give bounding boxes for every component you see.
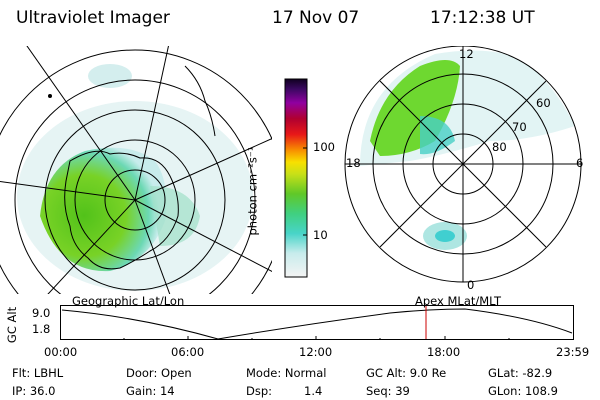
x-tick-1800: 18:00 [427, 345, 461, 359]
mlt-label-12: 12 [459, 47, 474, 61]
instrument-title: Ultraviolet Imager [16, 8, 170, 28]
geographic-polar-plot [0, 46, 272, 294]
glon-info: GLon: 108.9 [488, 384, 558, 398]
apex-label: Apex MLat/MLT [415, 294, 502, 308]
x-tick-0000: 00:00 [44, 345, 78, 359]
gain-info: Gain: 14 [126, 384, 175, 398]
date-label: 17 Nov 07 [272, 8, 360, 28]
mlat-label-80: 80 [492, 140, 507, 154]
seq-info: Seq: 39 [366, 384, 410, 398]
dsp-value: 1.4 [304, 384, 323, 398]
glat-info: GLat: -82.9 [488, 366, 553, 380]
mlt-label-18: 18 [346, 156, 361, 170]
y-tick-low: 1.8 [32, 322, 51, 336]
mlt-label-6: 6 [576, 156, 584, 170]
colorbar-tick-100: 100 [313, 140, 335, 154]
x-tick-0600: 06:00 [171, 345, 205, 359]
geographic-label: Geographic Lat/Lon [72, 294, 185, 308]
time-label: 17:12:38 UT [430, 8, 535, 28]
mode-info: Mode: Normal [246, 366, 327, 380]
x-tick-2359: 23:59 [556, 345, 590, 359]
orbit-altitude-plot [60, 305, 574, 340]
ip-info: IP: 36.0 [12, 384, 56, 398]
door-info: Door: Open [126, 366, 192, 380]
mlt-label-0: 0 [467, 278, 475, 292]
colorbar-tick-10: 10 [313, 228, 328, 242]
y-tick-high: 9.0 [32, 306, 51, 320]
flt-info: Flt: LBHL [12, 366, 64, 380]
gc-alt-axis-label: GC Alt [5, 306, 20, 344]
colorbar [284, 78, 308, 278]
mlat-label-70: 70 [512, 120, 527, 134]
mlat-mlt-polar-plot [344, 46, 582, 283]
mlat-label-60: 60 [536, 96, 551, 110]
gc-alt-info: GC Alt: 9.0 Re [366, 366, 447, 380]
dsp-label: Dsp: [246, 384, 273, 398]
colorbar-unit-label: photon cm⁻²s⁻¹ [245, 146, 260, 236]
x-tick-1200: 12:00 [299, 345, 333, 359]
